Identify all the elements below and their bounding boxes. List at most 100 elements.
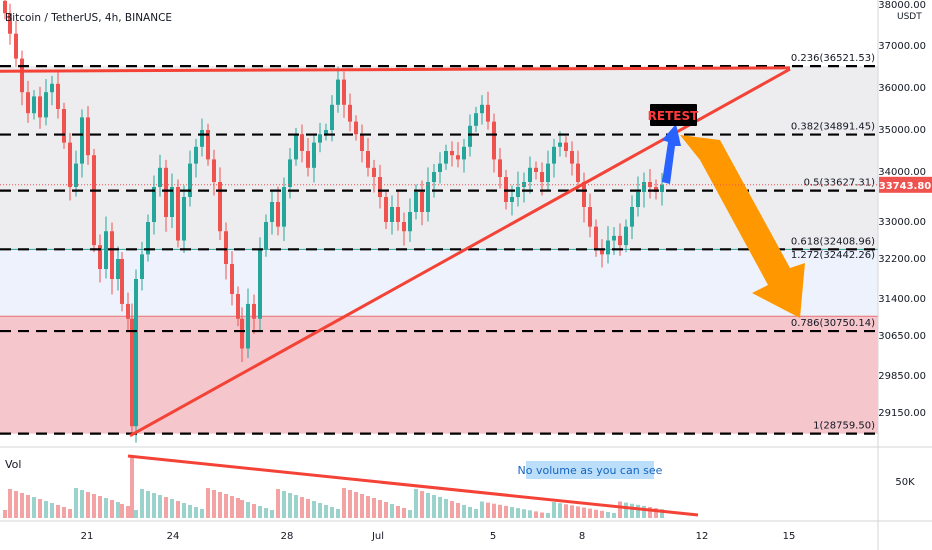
candle-body [134, 279, 138, 427]
volume-bar [528, 510, 532, 518]
volume-bar [582, 507, 586, 518]
volume-pane: Vol No volume as you can see [0, 446, 932, 518]
volume-bar [558, 503, 562, 518]
candle-body [474, 113, 478, 126]
candle-body [342, 79, 346, 105]
volume-bar [414, 489, 418, 518]
candle-body [252, 303, 256, 319]
volume-bar [306, 499, 310, 518]
volume-bar [86, 492, 90, 518]
candle-body [44, 92, 48, 118]
candle-body [336, 79, 340, 105]
candle-body [558, 142, 562, 147]
volume-bar [402, 508, 406, 518]
volume-bar [98, 496, 102, 518]
volume-bar [130, 456, 134, 518]
volume-bar [444, 499, 448, 518]
candle-body [98, 245, 102, 269]
volume-bar [32, 497, 36, 518]
price-tick: 38000.00 [878, 0, 926, 11]
volume-bar [264, 508, 268, 518]
candle-body [258, 249, 262, 319]
volume-bar [468, 507, 472, 518]
volume-bar [194, 507, 198, 518]
price-tick: 33000.00 [878, 217, 926, 228]
candle-body [468, 125, 472, 147]
volume-bar [546, 513, 550, 518]
volume-bar [236, 498, 240, 518]
volume-bar [312, 501, 316, 518]
volume-bar [594, 509, 598, 518]
price-tick: 29850.00 [878, 371, 926, 382]
candle-body [20, 58, 24, 93]
candle-body [246, 303, 250, 349]
candle-body [14, 33, 18, 59]
candle-body [182, 197, 186, 241]
candle-body [354, 121, 358, 135]
candle-body [372, 167, 376, 177]
candle-body [480, 104, 484, 114]
candle-body [462, 146, 466, 160]
candle-body [130, 318, 134, 427]
candle-body [276, 202, 280, 227]
volume-axis-label: 50K [895, 477, 915, 488]
volume-bar [120, 504, 124, 518]
candle-body [624, 226, 628, 246]
volume-bar [510, 507, 514, 518]
candle-body [414, 192, 418, 212]
candle-body [282, 187, 286, 227]
volume-bar [426, 493, 430, 518]
candle-body [158, 167, 162, 187]
volume-bar [188, 505, 192, 518]
candle-body [50, 83, 54, 93]
candle-body [606, 240, 610, 255]
price-tick: 35000.00 [878, 125, 926, 136]
candle-body [576, 163, 580, 182]
candle-body [534, 167, 538, 172]
candle-body [294, 134, 298, 160]
candle-body [570, 151, 574, 164]
volume-bar [420, 491, 424, 518]
volume-bar [158, 495, 162, 518]
volume-bar [408, 510, 412, 518]
volume-bar [456, 503, 460, 518]
volume-bar [56, 505, 60, 518]
candle-body [426, 182, 430, 212]
volume-bar [224, 494, 228, 518]
volume-bar [342, 488, 346, 518]
up-arrow-icon [662, 124, 681, 184]
candle-body [588, 207, 592, 227]
volume-bar [372, 498, 376, 518]
candle-body [384, 197, 388, 222]
fibonacci-levels: 0.236(36521.53) 0.382(34891.45) 0.5(33627.… [0, 53, 878, 435]
time-axis[interactable]: 21 24 28 Jul 5 8 12 15 [0, 520, 932, 542]
volume-bar [152, 493, 156, 518]
candle-body [546, 163, 550, 182]
price-tick: 31400.00 [878, 294, 926, 305]
candle-body [104, 231, 108, 269]
volume-bar [360, 494, 364, 518]
volume-bar [164, 497, 168, 518]
volume-bar [276, 489, 280, 518]
candle-body [300, 134, 304, 151]
last-price-value: 33743.80 [879, 181, 932, 192]
volume-bar [218, 492, 222, 518]
candle-body [528, 167, 532, 182]
volume-bar [396, 506, 400, 518]
volume-bar [600, 510, 604, 518]
volume-bar [384, 502, 388, 518]
volume-bar [44, 501, 48, 518]
time-tick: 28 [281, 531, 294, 542]
volume-bar [212, 490, 216, 518]
volume-bar [576, 506, 580, 518]
candle-body [80, 117, 84, 164]
symbol-title[interactable]: Bitcoin / TetherUS, 4h, BINANCE [5, 12, 172, 24]
candle-body [498, 159, 502, 177]
volume-bar [354, 492, 358, 518]
candle-body [200, 130, 204, 147]
fib-label: 0.5(33627.31) [804, 178, 876, 189]
volume-bar [480, 501, 484, 518]
price-tick: 32200.00 [878, 254, 926, 265]
